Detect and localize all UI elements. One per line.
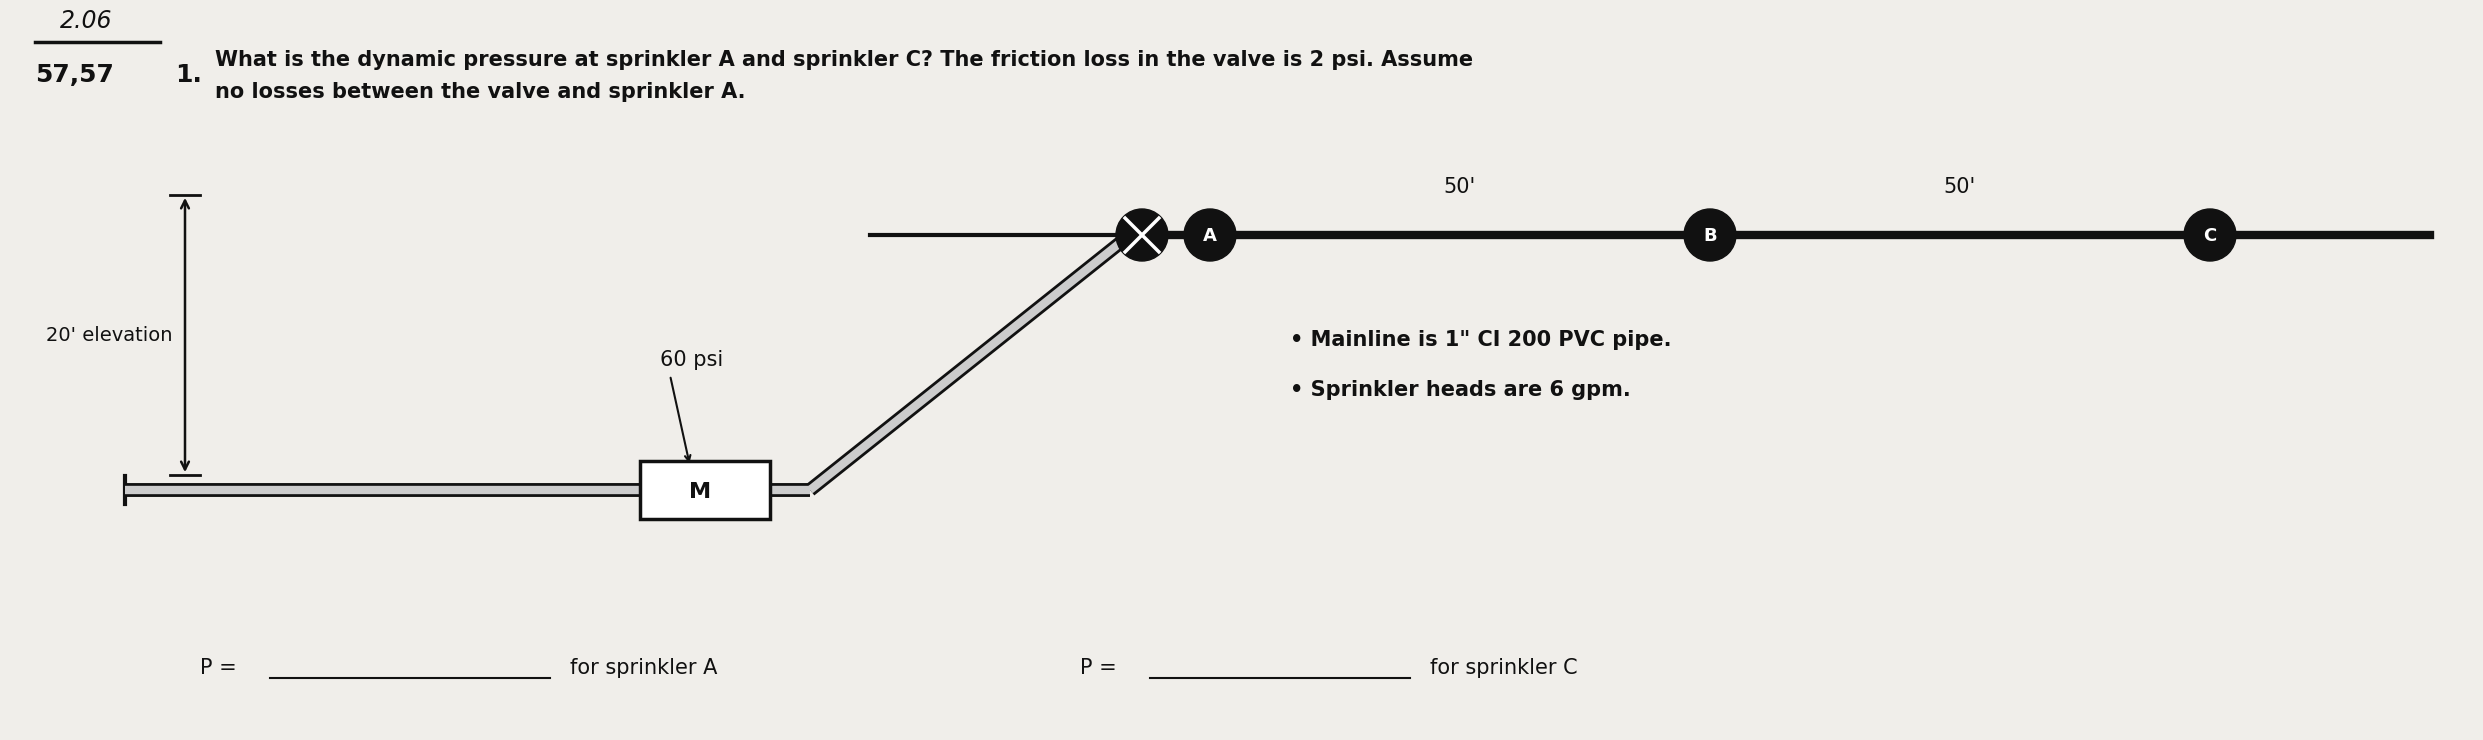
Text: C: C: [2202, 227, 2217, 245]
Text: M: M: [688, 482, 710, 502]
Text: B: B: [1703, 227, 1716, 245]
Text: 2.06: 2.06: [60, 9, 112, 33]
Text: What is the dynamic pressure at sprinkler A and sprinkler C? The friction loss i: What is the dynamic pressure at sprinkle…: [216, 50, 1472, 70]
Circle shape: [2185, 209, 2237, 261]
Text: 50': 50': [1445, 177, 1475, 197]
Text: P =: P =: [201, 658, 236, 678]
Circle shape: [1115, 209, 1167, 261]
Bar: [641, 461, 770, 519]
Text: 60 psi: 60 psi: [660, 350, 723, 370]
Text: A: A: [1204, 227, 1217, 245]
Text: 1.: 1.: [174, 63, 201, 87]
Text: 57,57: 57,57: [35, 63, 114, 87]
Text: P =: P =: [1080, 658, 1117, 678]
Text: no losses between the valve and sprinkler A.: no losses between the valve and sprinkle…: [216, 82, 745, 102]
Text: • Sprinkler heads are 6 gpm.: • Sprinkler heads are 6 gpm.: [1291, 380, 1631, 400]
Text: for sprinkler C: for sprinkler C: [1430, 658, 1577, 678]
Circle shape: [1683, 209, 1736, 261]
Text: • Mainline is 1" CI 200 PVC pipe.: • Mainline is 1" CI 200 PVC pipe.: [1291, 330, 1671, 350]
Circle shape: [1184, 209, 1237, 261]
Text: 50': 50': [1944, 177, 1976, 197]
Text: 20' elevation: 20' elevation: [47, 326, 174, 345]
Text: for sprinkler A: for sprinkler A: [571, 658, 718, 678]
